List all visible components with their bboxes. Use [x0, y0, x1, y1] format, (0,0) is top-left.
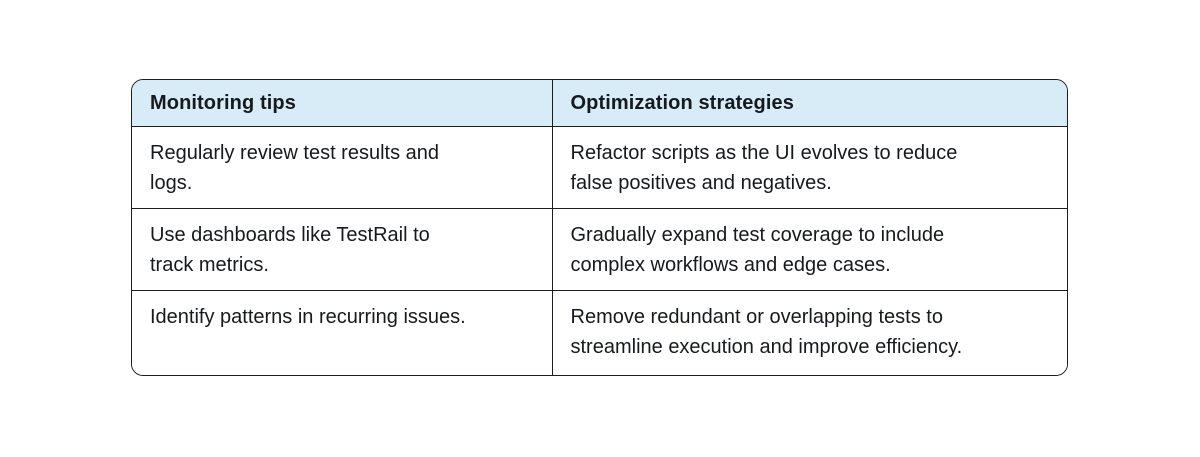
optimization-strategy-cell: Refactor scripts as the UI evolves to re… [552, 126, 1067, 209]
column-header-optimization-strategies: Optimization strategies [552, 80, 1067, 127]
monitoring-optimization-table: Monitoring tips Optimization strategies … [132, 80, 1067, 375]
table-row: Use dashboards like TestRail to track me… [132, 208, 1067, 291]
table-header-row: Monitoring tips Optimization strategies [132, 80, 1067, 127]
monitoring-tip-cell: Use dashboards like TestRail to track me… [132, 208, 553, 291]
table-row: Identify patterns in recurring issues. R… [132, 290, 1067, 375]
monitoring-tip-cell: Regularly review test results and logs. [132, 126, 553, 209]
monitoring-tip-cell: Identify patterns in recurring issues. [132, 290, 553, 375]
optimization-strategy-cell: Gradually expand test coverage to includ… [552, 208, 1067, 291]
optimization-strategy-cell: Remove redundant or overlapping tests to… [552, 290, 1067, 375]
column-header-monitoring-tips: Monitoring tips [132, 80, 553, 127]
tips-strategies-table: Monitoring tips Optimization strategies … [131, 79, 1068, 376]
table-row: Regularly review test results and logs. … [132, 126, 1067, 209]
